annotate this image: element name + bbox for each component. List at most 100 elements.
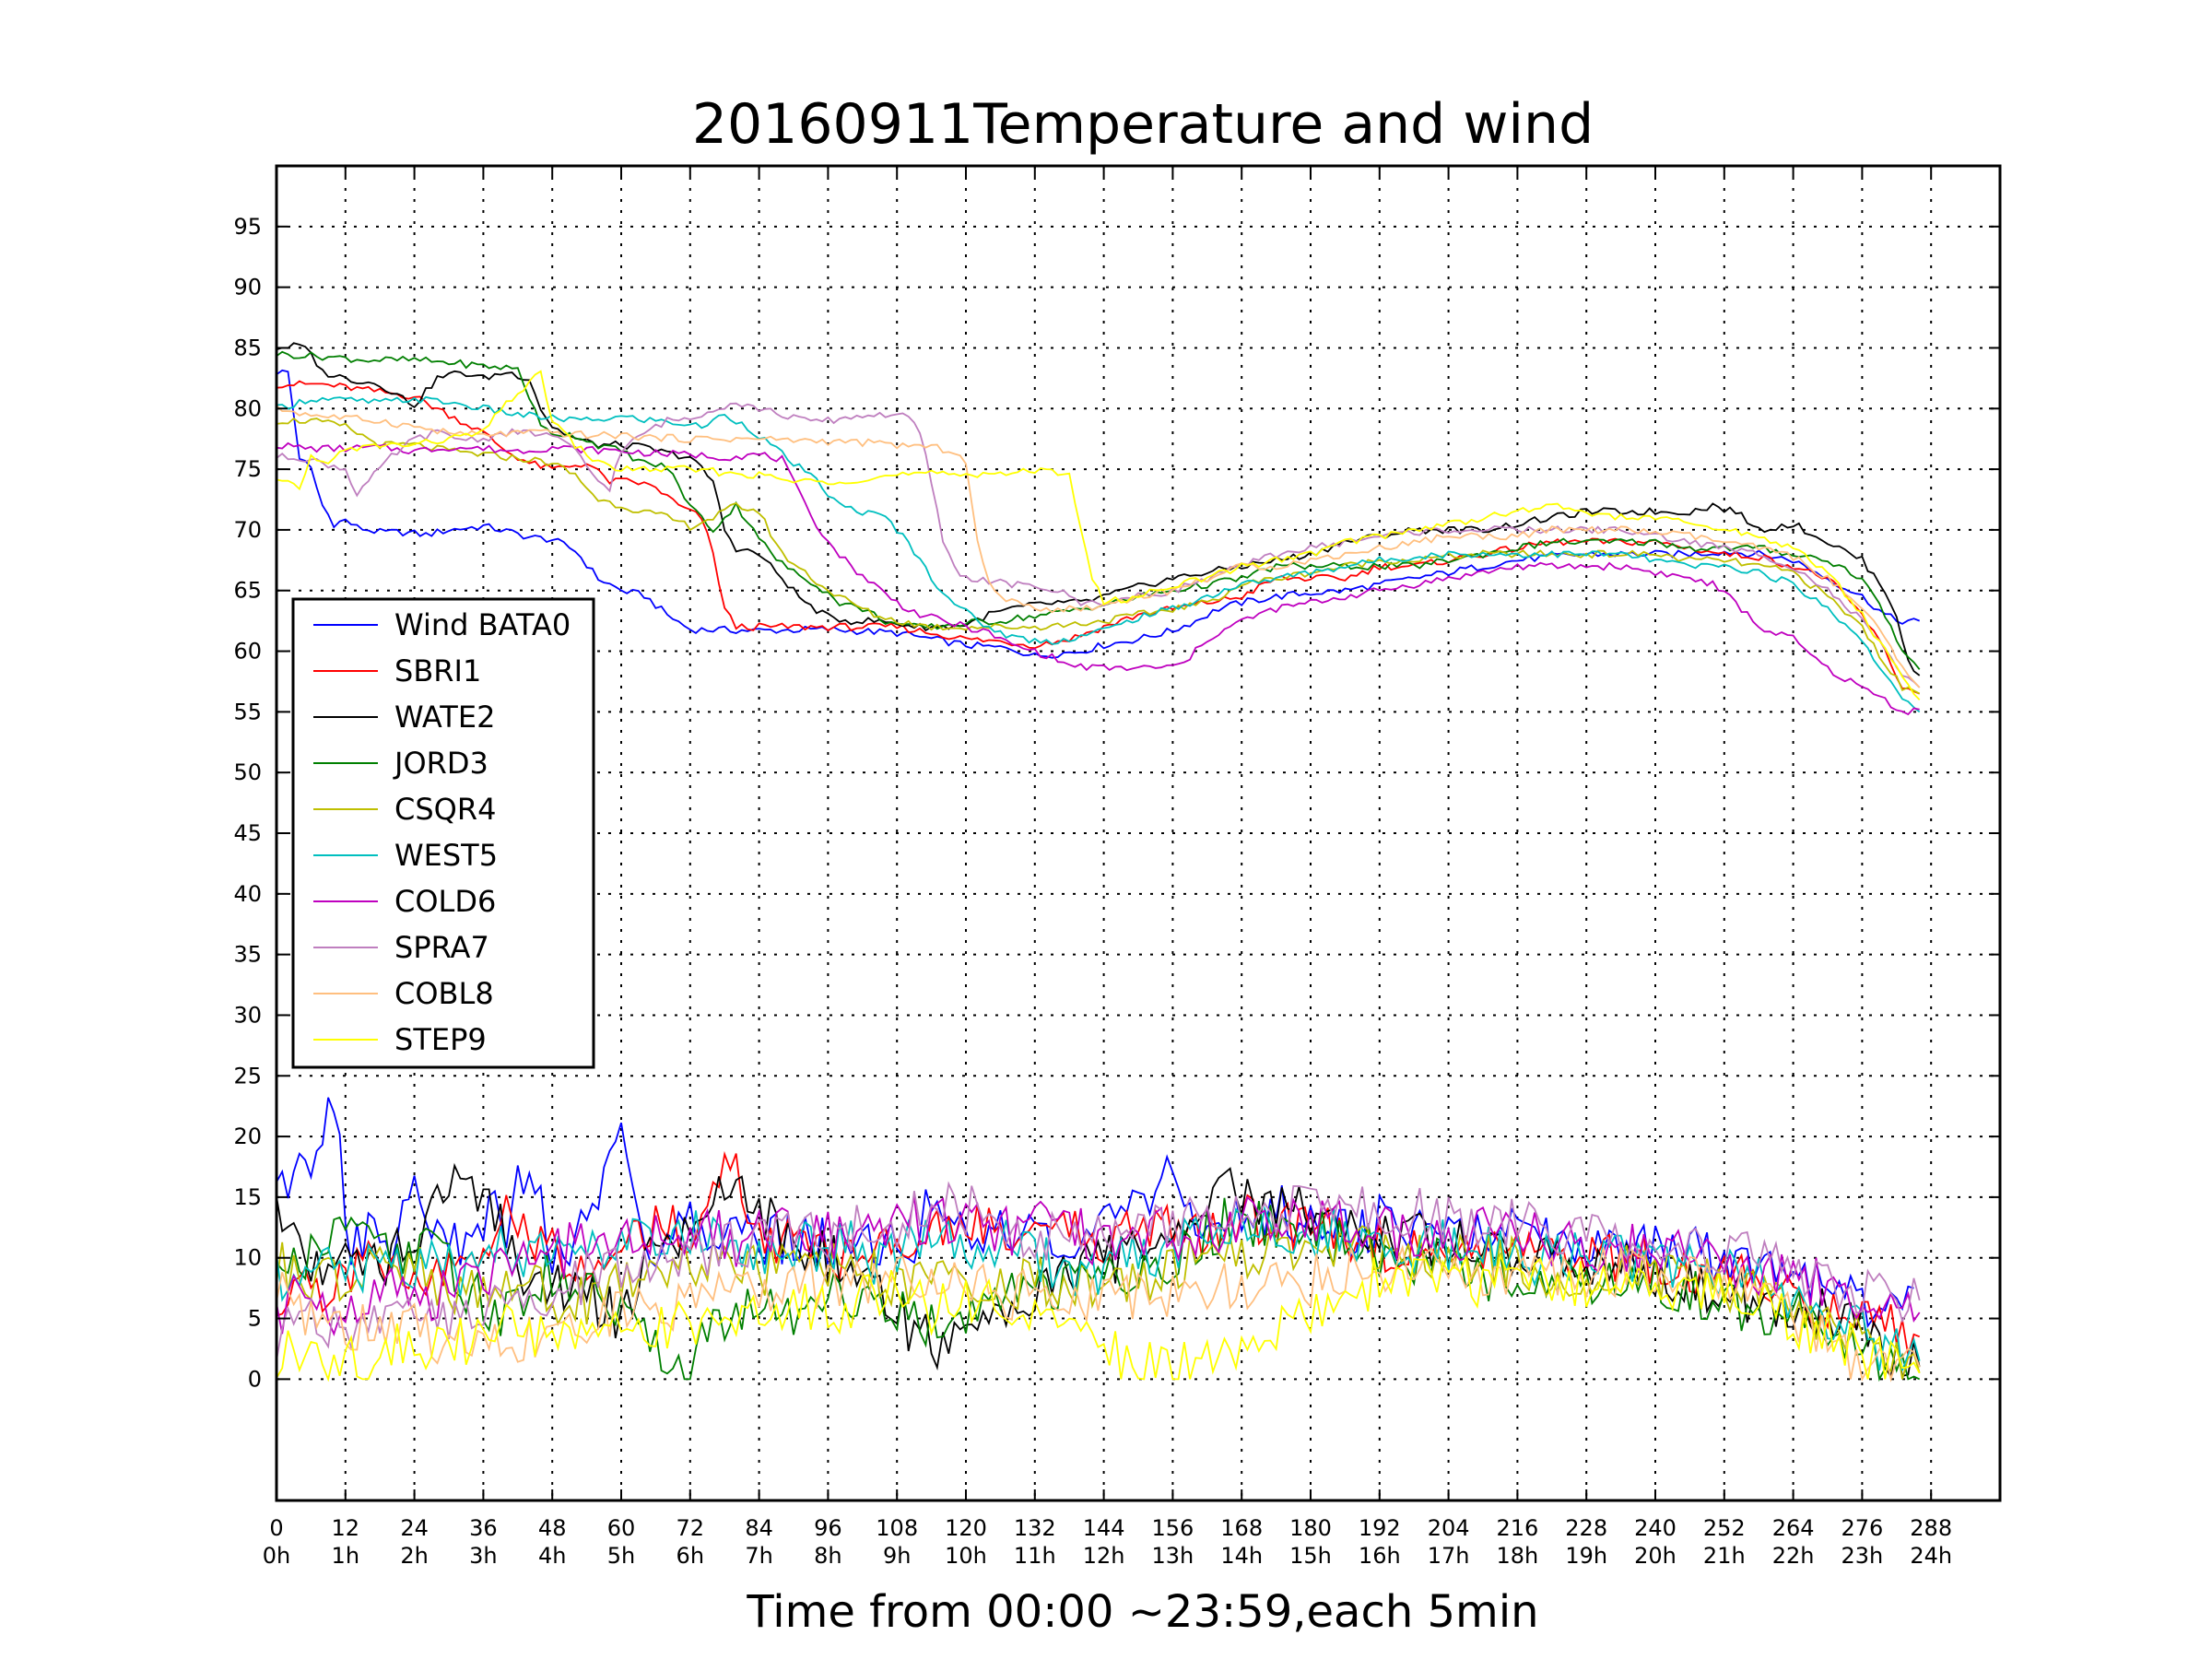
x-tick-sublabel: 4h	[538, 1543, 566, 1569]
legend-label: SBRI1	[394, 653, 481, 688]
legend-label: CSQR4	[394, 792, 496, 827]
x-tick-label: 36	[469, 1515, 498, 1541]
temperature-line-csqr4	[276, 417, 1921, 695]
x-tick-label: 132	[1014, 1515, 1056, 1541]
x-tick-label: 48	[538, 1515, 567, 1541]
y-tick-label: 25	[233, 1063, 262, 1088]
y-tick-label: 60	[233, 639, 262, 665]
y-tick-label: 0	[248, 1366, 262, 1392]
y-tick-label: 20	[233, 1124, 262, 1149]
x-tick-sublabel: 6h	[677, 1543, 704, 1569]
temperature-line-cobl8	[276, 405, 1921, 688]
temperature-line-sbri1	[276, 380, 1921, 695]
x-tick-sublabel: 18h	[1497, 1543, 1539, 1569]
x-tick-label: 228	[1565, 1515, 1607, 1541]
x-tick-label: 192	[1359, 1515, 1401, 1541]
x-tick-sublabel: 11h	[1014, 1543, 1056, 1569]
legend-label: STEP9	[394, 1022, 487, 1057]
temperature-line-wate2	[276, 342, 1921, 677]
legend-label: COBL8	[394, 976, 494, 1011]
legend-label: COLD6	[394, 884, 496, 919]
temperature-line-spra7	[276, 402, 1921, 688]
x-tick-label: 216	[1496, 1515, 1538, 1541]
x-tick-sublabel: 8h	[814, 1543, 841, 1569]
x-tick-sublabel: 22h	[1772, 1543, 1815, 1569]
legend: Wind BATA0 SBRI1 WATE2 JORD3 CSQR4 WEST5 COLD6…	[291, 597, 595, 1069]
temperature-line-step9	[276, 370, 1921, 700]
x-tick-label: 24	[400, 1515, 429, 1541]
x-axis-label: Time from 00:00 ~23:59,each 5min	[746, 1586, 1538, 1638]
wind-line-cold6	[276, 1195, 1921, 1336]
x-tick-label: 240	[1634, 1515, 1677, 1541]
y-tick-label: 85	[233, 335, 262, 360]
x-tick-label: 96	[814, 1515, 842, 1541]
x-tick-sublabel: 16h	[1359, 1543, 1401, 1569]
x-tick-sublabel: 19h	[1565, 1543, 1607, 1569]
y-tick-label: 75	[233, 456, 262, 482]
y-tick-label: 45	[233, 820, 262, 846]
series-lines	[276, 342, 1921, 1382]
x-tick-label: 144	[1083, 1515, 1125, 1541]
y-tick-label: 10	[233, 1245, 262, 1271]
y-tick-label: 40	[233, 881, 262, 907]
y-tick-label: 30	[233, 1002, 262, 1028]
x-tick-label: 0	[269, 1515, 283, 1541]
x-tick-sublabel: 12h	[1083, 1543, 1125, 1569]
x-tick-label: 276	[1841, 1515, 1883, 1541]
x-tick-sublabel: 9h	[883, 1543, 911, 1569]
legend-label: Wind BATA0	[394, 607, 571, 642]
x-tick-label: 120	[945, 1515, 987, 1541]
y-tick-label: 15	[233, 1184, 262, 1210]
x-tick-label: 108	[876, 1515, 918, 1541]
x-tick-label: 84	[745, 1515, 773, 1541]
x-tick-label: 204	[1428, 1515, 1470, 1541]
x-tick-label: 72	[677, 1515, 705, 1541]
legend-label: WATE2	[394, 700, 495, 735]
x-tick-label: 156	[1151, 1515, 1194, 1541]
x-tick-sublabel: 13h	[1152, 1543, 1194, 1569]
temperature-line-wind-bata0	[276, 369, 1921, 659]
legend-label: WEST5	[394, 838, 498, 873]
x-tick-sublabel: 5h	[607, 1543, 635, 1569]
x-tick-label: 288	[1910, 1515, 1952, 1541]
x-tick-label: 60	[607, 1515, 636, 1541]
y-tick-label: 55	[233, 699, 262, 724]
x-tick-sublabel: 2h	[400, 1543, 428, 1569]
x-tick-sublabel: 10h	[945, 1543, 987, 1569]
y-tick-label: 95	[233, 214, 262, 240]
x-tick-label: 168	[1220, 1515, 1263, 1541]
wind-line-spra7	[276, 1181, 1921, 1360]
x-tick-sublabel: 14h	[1220, 1543, 1263, 1569]
legend-label: SPRA7	[394, 930, 489, 965]
x-tick-label: 12	[332, 1515, 360, 1541]
x-tick-sublabel: 21h	[1703, 1543, 1746, 1569]
x-tick-sublabel: 23h	[1841, 1543, 1884, 1569]
chart-title: 20160911Temperature and wind	[692, 92, 1594, 157]
y-tick-label: 50	[233, 759, 262, 785]
y-tick-label: 65	[233, 578, 262, 604]
x-tick-label: 264	[1772, 1515, 1815, 1541]
x-tick-label: 180	[1289, 1515, 1332, 1541]
x-tick-sublabel: 24h	[1910, 1543, 1952, 1569]
x-tick-label: 252	[1703, 1515, 1746, 1541]
y-tick-label: 90	[233, 275, 262, 300]
wind-line-step9	[276, 1253, 1921, 1382]
x-tick-sublabel: 0h	[263, 1543, 290, 1569]
y-axis: 0 5 10 15 20 25 30 35 40 45 50 55 60 65 70 75 80 85 90 95	[233, 214, 2000, 1392]
x-tick-sublabel: 17h	[1428, 1543, 1470, 1569]
legend-box	[291, 597, 595, 1069]
y-tick-label: 80	[233, 395, 262, 421]
y-tick-label: 35	[233, 942, 262, 968]
x-tick-sublabel: 15h	[1289, 1543, 1332, 1569]
x-tick-sublabel: 3h	[469, 1543, 497, 1569]
temperature-line-cold6	[276, 441, 1920, 716]
x-tick-sublabel: 20h	[1634, 1543, 1677, 1569]
y-tick-label: 5	[248, 1306, 262, 1332]
y-tick-label: 70	[233, 517, 262, 543]
wind-line-cobl8	[276, 1243, 1921, 1382]
x-tick-sublabel: 1h	[332, 1543, 359, 1569]
legend-label: JORD3	[393, 746, 488, 781]
x-tick-sublabel: 7h	[745, 1543, 772, 1569]
